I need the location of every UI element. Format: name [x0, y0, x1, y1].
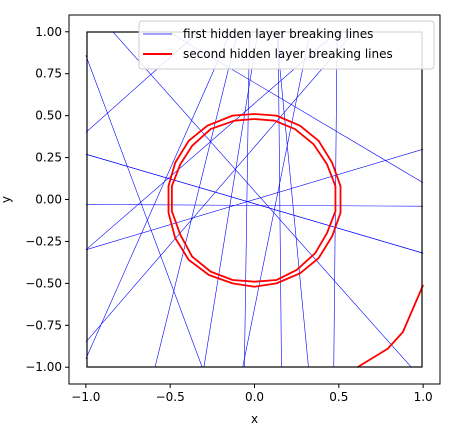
legend-frame [138, 20, 435, 70]
x-tick-label: 1.0 [414, 390, 433, 404]
y-tick-label: −0.50 [25, 276, 62, 290]
legend-label-second: second hidden layer breaking lines [183, 47, 393, 61]
first-layer-line-13 [244, 31, 250, 368]
x-tick-label: 0.5 [329, 390, 348, 404]
y-tick-label: 0.00 [35, 193, 62, 207]
first-layer-line-14 [277, 31, 282, 368]
y-tick-label: −1.00 [25, 360, 62, 374]
x-tick-label: −0.5 [156, 390, 185, 404]
y-tick-label: 1.00 [35, 25, 62, 39]
first-layer-line-17 [85, 148, 424, 251]
ticks-layer: −1.0 −0.5 0.0 0.5 1.0 −1.00 −0.75 −0.50 −0.25 0.0… [25, 25, 432, 404]
first-layer-line-12 [154, 31, 238, 368]
first-layer-line-9 [85, 31, 355, 343]
legend-label-first: first hidden layer breaking lines [183, 27, 373, 41]
first-layer-line-3 [85, 204, 424, 207]
y-tick-label: 0.25 [35, 151, 62, 165]
first-layer-line-10 [85, 31, 232, 359]
y-tick-label: −0.75 [25, 318, 62, 332]
second-layer-curve-1 [167, 113, 342, 288]
x-tick-label: 0.0 [245, 390, 264, 404]
x-axis-label: x [251, 412, 258, 426]
second-layer-curve-3 [356, 284, 424, 368]
y-tick-label: 0.75 [35, 67, 62, 81]
first-layer-line-16 [276, 31, 309, 368]
y-tick-label: −0.25 [25, 234, 62, 248]
x-tick-label: −1.0 [71, 390, 100, 404]
y-axis-label: y [0, 196, 13, 203]
first-layer-line-4 [85, 55, 203, 368]
first-layer-line-2 [85, 153, 424, 254]
series-layer [85, 31, 424, 368]
first-layer-line-15 [242, 31, 311, 368]
second-layer-curve-2 [170, 118, 337, 283]
first-layer-line-5 [112, 31, 412, 368]
y-tick-label: 0.50 [35, 109, 62, 123]
legend: first hidden layer breaking lines second… [138, 20, 435, 70]
